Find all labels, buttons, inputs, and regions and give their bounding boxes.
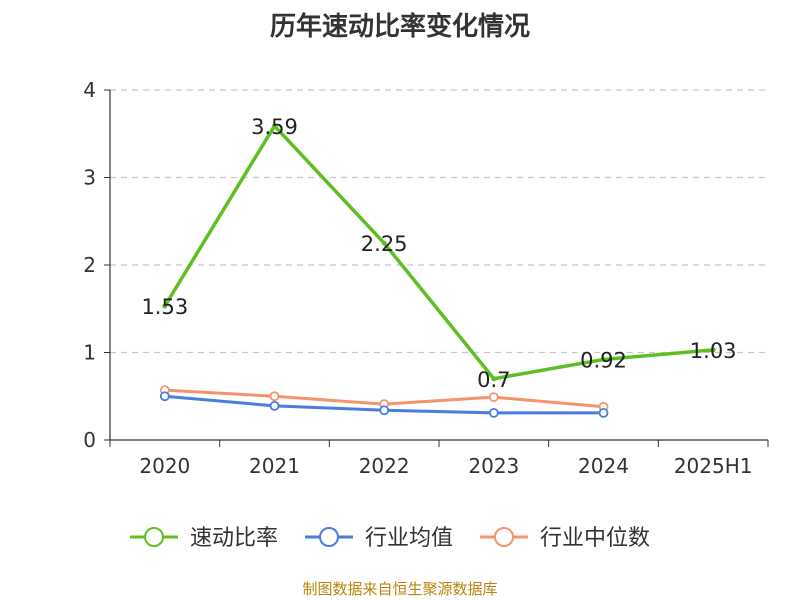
data-point [488,407,499,418]
axes: 0 1 2 3 4 2020 2021 2022 2023 2024 2025H1 [83,78,769,478]
legend-swatch-marker [494,527,514,547]
data-point [272,123,277,129]
series-lines [159,123,716,418]
y-tick-label: 4 [83,78,96,102]
data-point [491,376,497,382]
data-point [601,357,606,362]
y-tick-label: 0 [83,428,96,452]
data-point [159,391,170,402]
data-point [710,347,716,353]
data-point [269,391,280,402]
legend-swatch-marker [144,527,164,547]
legend[interactable]: 速动比率 行业均值 行业中位数 [130,526,650,551]
x-tick-label: 2025H1 [674,454,753,478]
data-labels: 1.53 3.59 2.25 0.7 0.92 1.03 [141,115,736,392]
x-tick-label: 2023 [468,454,519,478]
y-tick-label: 3 [83,166,96,190]
series-3 [159,385,609,412]
data-point [379,405,390,416]
data-label: 0.7 [477,368,510,392]
x-tick-label: 2024 [578,454,629,478]
data-label: 1.53 [141,295,188,319]
legend-label: 速动比率 [190,526,278,551]
legend-item-1[interactable]: 速动比率 [130,526,278,551]
data-point [598,407,609,418]
legend-item-2[interactable]: 行业均值 [305,526,453,551]
data-label: 1.03 [690,339,737,363]
data-point [381,240,387,246]
source-footer: 制图数据来自恒生聚源数据库 [302,580,498,598]
data-point [162,303,168,309]
legend-item-3[interactable]: 行业中位数 [480,526,650,551]
chart-title: 历年速动比率变化情况 [269,12,530,42]
legend-label: 行业均值 [365,526,453,551]
legend-swatch-marker [319,527,339,547]
series-2 [159,391,609,418]
y-tick-label: 2 [83,253,96,277]
x-tick-label: 2020 [139,454,190,478]
y-tick-label: 1 [83,341,96,365]
data-point [269,400,280,411]
data-label: 0.92 [580,349,627,373]
data-label: 2.25 [361,232,408,256]
x-tick-label: 2022 [359,454,410,478]
data-label: 3.59 [251,115,298,139]
x-tick-label: 2021 [249,454,300,478]
series-1 [162,123,716,382]
legend-label: 行业中位数 [540,526,650,551]
data-point [488,392,499,403]
series-line [163,124,714,381]
